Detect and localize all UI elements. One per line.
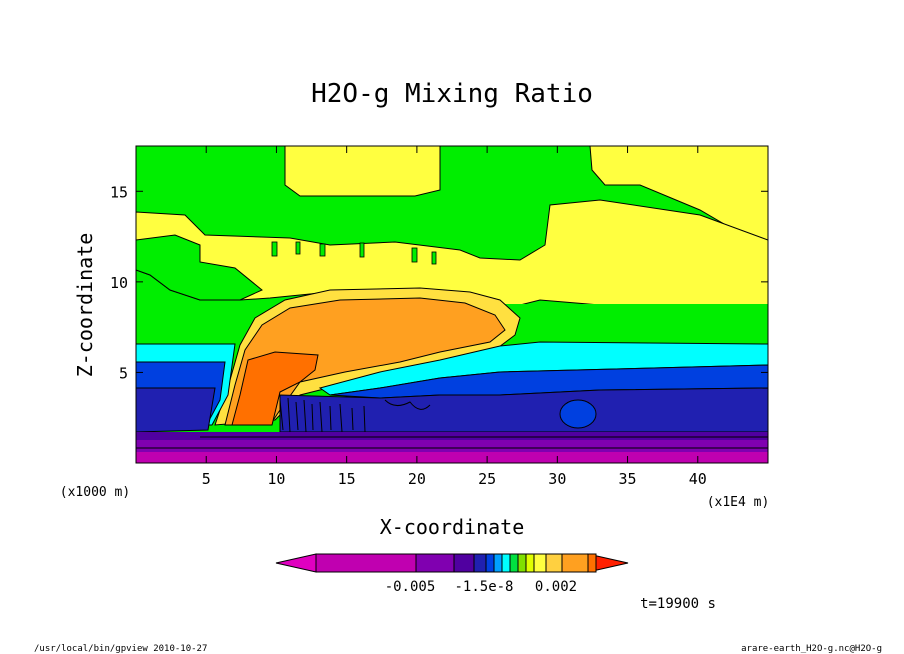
colorbar-segment [485,553,495,573]
y-tick-label: 15 [110,183,128,201]
colorbar-segment [493,553,503,573]
footer-right: arare-earth_H2O-g.nc@H2O-g [741,644,882,654]
colorbar-tick-label: 0.002 [535,579,577,595]
colorbar-segment [545,553,563,573]
x-axis-label: X-coordinate [380,515,525,539]
colorbar-segment [525,553,535,573]
colorbar-segment [509,553,519,573]
region-anvil-orange [224,297,506,426]
cloudtop-speckles [271,241,437,265]
colorbar-tick-label: -1.5e-8 [454,579,513,595]
x-tick-label: 10 [267,470,285,488]
colorbar-tick-label: -0.005 [385,579,436,595]
colorbar-segment [561,553,589,573]
colorbar-segment [315,553,417,573]
colorbar-tick-labels: -0.005 -1.5e-8 0.002 [385,579,577,595]
y-axis: 5 10 15 [110,183,768,382]
turbulence-streaks [136,397,768,449]
x-tick-label: 25 [478,470,496,488]
y-unit-label: (x1000 m) [60,485,130,500]
colorbar-arrow-low [275,553,317,573]
contour-field [136,146,768,463]
x-unit-label: (x1E4 m) [707,495,770,510]
x-tick-label: 20 [408,470,426,488]
chart-title: H2O-g Mixing Ratio [311,79,593,109]
y-tick-label: 5 [119,364,128,382]
region-darkblue [136,387,768,433]
region-core [231,351,319,426]
colorbar-segment [453,553,475,573]
x-tick-label: 5 [202,470,211,488]
colorbar-segment [501,553,511,573]
y-tick-label: 10 [110,274,128,292]
colorbar-segment [473,553,487,573]
y-axis-label: Z-coordinate [73,233,97,378]
x-tick-label: 40 [689,470,707,488]
region-green-left [136,234,263,301]
colorbar-segment [587,553,597,573]
region-yellow-right [589,146,768,246]
x-tick-label: 35 [619,470,637,488]
time-label: t=19900 s [640,596,716,612]
x-axis: 5 10 15 20 25 30 35 40 [202,146,707,488]
footer-left: /usr/local/bin/gpview 2010-10-27 [34,644,207,654]
x-tick-label: 30 [548,470,566,488]
region-violet [136,440,768,454]
region-magenta [136,452,768,463]
colorbar-segment [533,553,547,573]
plot-frame [135,145,769,464]
colorbar-segment [517,553,527,573]
region-blue-blob [559,399,597,429]
region-yellow-top [284,146,441,197]
colorbar-segment [415,553,455,573]
colorbar [275,553,629,573]
x-tick-label: 15 [338,470,356,488]
